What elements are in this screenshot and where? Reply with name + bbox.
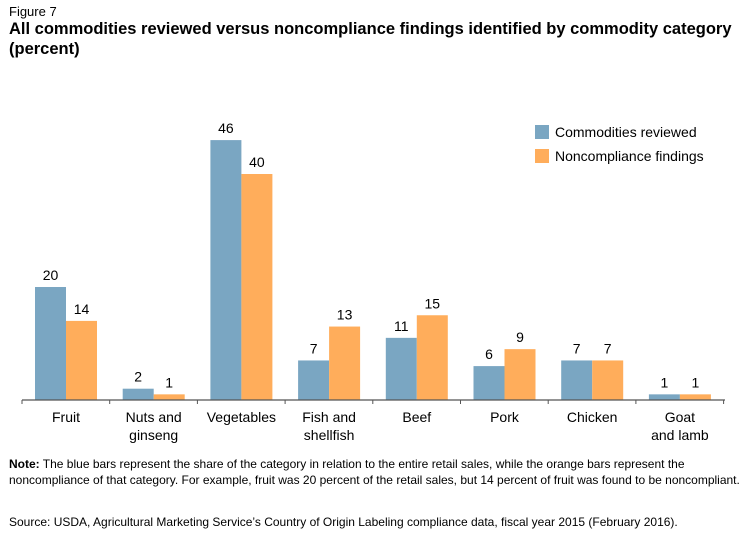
bar-reviewed — [561, 360, 593, 400]
category-label: Fruit — [23, 408, 109, 426]
bar-noncompliance — [679, 394, 711, 400]
data-label-reviewed: 11 — [394, 318, 409, 334]
category-label-line: Fish and — [302, 409, 356, 425]
bar-reviewed — [298, 360, 330, 400]
data-label-noncompliance: 15 — [425, 295, 441, 311]
bar-reviewed — [122, 388, 154, 400]
legend-swatch-reviewed — [535, 125, 549, 139]
category-label-line: shellfish — [303, 427, 355, 443]
legend-swatch-noncompliance — [535, 149, 549, 163]
category-label-line: Beef — [402, 409, 432, 425]
bar-noncompliance — [504, 349, 536, 400]
data-label-reviewed: 20 — [43, 267, 59, 283]
category-label-line: Nuts and — [125, 409, 182, 425]
bar-noncompliance — [66, 320, 97, 400]
legend-item-reviewed: Commodities reviewed — [535, 124, 704, 140]
category-label-line: Vegetables — [206, 409, 277, 425]
category-label: Pork — [462, 408, 548, 426]
bar-reviewed — [385, 337, 417, 400]
legend-item-noncompliance: Noncompliance findings — [535, 148, 704, 164]
figure-label: Figure 7 — [9, 4, 57, 19]
category-label: Nuts and ginseng — [111, 408, 197, 444]
data-label-noncompliance: 9 — [516, 329, 524, 345]
data-label-noncompliance: 1 — [692, 374, 700, 390]
bar-reviewed — [648, 394, 680, 400]
bar-noncompliance — [416, 315, 448, 400]
data-label-reviewed: 7 — [310, 340, 318, 356]
data-label-noncompliance: 7 — [604, 340, 612, 356]
category-label-line: and lamb — [651, 427, 709, 443]
note-label: Note: — [9, 457, 40, 471]
legend-label-reviewed: Commodities reviewed — [555, 124, 697, 140]
category-label: Chicken — [549, 408, 635, 426]
data-label-noncompliance: 14 — [74, 301, 90, 317]
category-label-line: ginseng — [129, 427, 179, 443]
category-label-line: Pork — [490, 409, 519, 425]
bar-reviewed — [473, 366, 505, 400]
category-label: Beef — [374, 408, 460, 426]
chart-title: All commodities reviewed versus noncompl… — [9, 20, 732, 58]
category-label: Goat and lamb — [637, 408, 723, 444]
legend-label-noncompliance: Noncompliance findings — [555, 148, 704, 164]
data-label-reviewed: 1 — [661, 374, 669, 390]
bar-noncompliance — [241, 174, 273, 400]
chart-legend: Commodities reviewed Noncompliance findi… — [535, 124, 704, 172]
data-label-reviewed: 6 — [485, 346, 493, 362]
chart-source: Source: USDA, Agricultural Marketing Ser… — [9, 515, 678, 529]
data-label-reviewed: 7 — [573, 340, 581, 356]
bar-reviewed — [210, 140, 242, 400]
category-label-line: Fruit — [52, 409, 80, 425]
bar-noncompliance — [153, 394, 185, 400]
category-label-line: Chicken — [566, 409, 618, 425]
data-label-noncompliance: 40 — [249, 154, 265, 170]
chart-note: Note: The blue bars represent the share … — [9, 456, 744, 488]
bar-noncompliance — [329, 326, 361, 400]
bar-reviewed — [35, 287, 66, 400]
data-label-reviewed: 46 — [218, 120, 234, 136]
category-label: Fish and shellfish — [286, 408, 372, 444]
note-text: The blue bars represent the share of the… — [9, 457, 740, 487]
category-label: Vegetables — [198, 408, 284, 426]
category-label-line: Goat — [664, 409, 696, 425]
data-label-reviewed: 2 — [134, 369, 142, 385]
data-label-noncompliance: 1 — [165, 374, 173, 390]
bar-noncompliance — [592, 360, 624, 400]
data-label-noncompliance: 13 — [337, 307, 353, 323]
